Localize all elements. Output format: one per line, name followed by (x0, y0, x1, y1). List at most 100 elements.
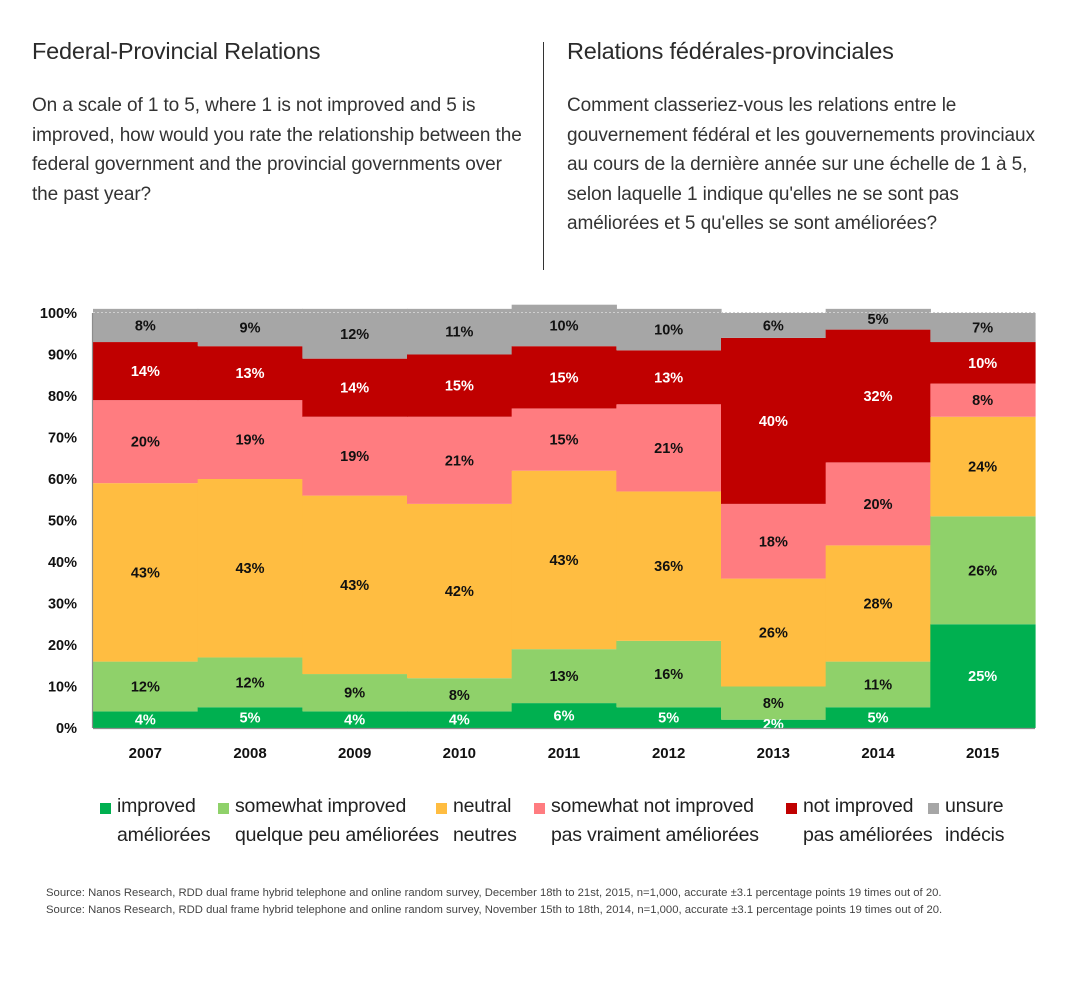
legend-swatch-somewhat-improved (218, 803, 229, 814)
legend-label-en: neutral (453, 795, 512, 817)
question-french: Comment classeriez-vous les relations en… (567, 95, 1035, 234)
y-tick-label-70pct: 70% (48, 431, 77, 447)
x-tick-label-2007: 2007 (129, 745, 162, 762)
data-label-not-improved-2012: 13% (654, 370, 683, 386)
bar-segment-neutral-2014 (825, 545, 931, 662)
data-label-somewhat-improved-2008: 12% (235, 675, 264, 691)
bar-segment-improved-2012 (616, 707, 722, 728)
bar-segment-somewhat-not-improved-2007 (93, 400, 199, 484)
legend-swatch-somewhat-not-improved (534, 803, 545, 814)
bar-segment-neutral-2008 (197, 479, 303, 658)
bar-segment-not-improved-2008 (197, 346, 303, 401)
x-tick-label-2011: 2011 (548, 745, 581, 762)
data-label-somewhat-improved-2015: 26% (968, 563, 997, 579)
bar-segment-neutral-2011 (511, 470, 617, 650)
data-label-improved-2010: 4% (449, 713, 470, 729)
data-label-somewhat-not-improved-2012: 21% (654, 441, 683, 457)
data-label-somewhat-improved-2012: 16% (654, 667, 683, 683)
data-label-neutral-2008: 43% (235, 561, 264, 577)
source-line-2014: Source: Nanos Research, RDD dual frame h… (46, 904, 943, 916)
data-label-improved-2012: 5% (658, 711, 679, 727)
legend-label-fr: améliorées (117, 824, 211, 846)
bar-segment-somewhat-improved-2014 (825, 661, 931, 708)
data-label-neutral-2010: 42% (445, 584, 474, 600)
data-label-not-improved-2015: 10% (968, 356, 997, 372)
data-label-improved-2014: 5% (868, 711, 889, 727)
bar-segment-unsure-2013 (721, 313, 827, 338)
bar-segment-somewhat-not-improved-2010 (407, 416, 513, 504)
data-label-not-improved-2013: 40% (759, 414, 788, 430)
data-label-unsure-2009: 12% (340, 327, 369, 343)
data-label-somewhat-improved-2009: 9% (344, 686, 365, 702)
bar-segment-unsure-2007 (93, 308, 199, 343)
legend-swatch-not-improved (786, 803, 797, 814)
bar-segment-not-improved-2014 (825, 329, 931, 463)
data-label-not-improved-2010: 15% (445, 379, 474, 395)
data-label-somewhat-improved-2013: 8% (763, 696, 784, 712)
bar-segment-neutral-2015 (930, 416, 1036, 517)
y-tick-label-30pct: 30% (48, 597, 77, 613)
bar-segment-improved-2013 (721, 719, 827, 728)
bar-segment-unsure-2008 (197, 308, 303, 347)
data-label-somewhat-not-improved-2014: 20% (863, 497, 892, 513)
bar-segment-neutral-2013 (721, 578, 827, 687)
bar-segment-not-improved-2012 (616, 350, 722, 405)
data-label-unsure-2014: 5% (868, 312, 889, 328)
bar-segment-somewhat-improved-2009 (302, 674, 408, 712)
data-label-somewhat-improved-2014: 11% (864, 677, 892, 693)
bar-segment-unsure-2015 (930, 313, 1036, 343)
data-label-improved-2009: 4% (344, 713, 365, 729)
bar-segment-unsure-2011 (511, 304, 617, 347)
bar-segment-somewhat-not-improved-2008 (197, 400, 303, 479)
data-label-somewhat-not-improved-2008: 19% (235, 433, 264, 449)
data-label-unsure-2015: 7% (972, 321, 993, 337)
data-label-not-improved-2014: 32% (863, 389, 892, 405)
bar-segment-unsure-2014 (825, 308, 931, 330)
bar-segment-not-improved-2010 (407, 354, 513, 417)
y-tick-label-60pct: 60% (48, 472, 77, 488)
legend-label-fr: indécis (945, 824, 1005, 846)
data-label-not-improved-2011: 15% (549, 370, 578, 386)
bar-segment-improved-2011 (511, 703, 617, 728)
data-label-unsure-2010: 11% (445, 325, 473, 341)
legend-label-fr: pas vraiment améliorées (551, 824, 759, 846)
data-label-neutral-2012: 36% (654, 559, 683, 575)
data-label-somewhat-improved-2007: 12% (131, 680, 160, 696)
bar-segment-neutral-2012 (616, 491, 722, 641)
bar-segment-improved-2014 (825, 707, 931, 728)
legend-label-fr: neutres (453, 824, 517, 846)
bar-segment-somewhat-improved-2012 (616, 640, 722, 708)
data-label-not-improved-2007: 14% (131, 364, 160, 380)
bar-segment-somewhat-improved-2007 (93, 661, 199, 712)
data-labels-layer: 4% 12% 43% 20% 14% 8% 5% 12% 43% 19% 13% 9% 4% 9% 43% 1… (131, 312, 997, 733)
bar-segment-improved-2009 (302, 711, 408, 728)
bar-segment-not-improved-2015 (930, 342, 1036, 384)
y-tick-label-10pct: 10% (48, 680, 77, 696)
data-label-somewhat-not-improved-2010: 21% (445, 453, 474, 469)
data-label-unsure-2011: 10% (549, 318, 578, 334)
data-label-neutral-2014: 28% (863, 597, 892, 613)
source-line-2015: Source: Nanos Research, RDD dual frame h… (46, 887, 942, 899)
data-label-improved-2013: 2% (763, 717, 784, 733)
bar-segment-not-improved-2007 (93, 342, 199, 401)
bar-segment-somewhat-improved-2008 (197, 657, 303, 708)
legend-swatch-neutral (436, 803, 447, 814)
bar-segment-somewhat-improved-2011 (511, 649, 617, 704)
data-label-somewhat-not-improved-2013: 18% (759, 534, 788, 550)
x-tick-label-2014: 2014 (861, 745, 895, 762)
data-label-somewhat-not-improved-2015: 8% (972, 393, 993, 409)
data-label-neutral-2007: 43% (131, 565, 160, 581)
title-french: Relations fédérales-provinciales (567, 38, 894, 64)
title-english: Federal-Provincial Relations (32, 38, 321, 64)
legend-swatch-unsure (928, 803, 939, 814)
legend-swatch-improved (100, 803, 111, 814)
data-label-improved-2008: 5% (240, 711, 261, 727)
y-tick-label-90pct: 90% (48, 348, 77, 364)
bar-segment-improved-2015 (930, 624, 1036, 728)
data-label-improved-2007: 4% (135, 713, 156, 729)
bar-segment-neutral-2010 (407, 503, 513, 679)
x-tick-label-2009: 2009 (338, 745, 371, 762)
bar-segment-somewhat-improved-2013 (721, 686, 827, 720)
y-tick-label-20pct: 20% (48, 638, 77, 654)
x-tick-label-2012: 2012 (652, 745, 685, 762)
